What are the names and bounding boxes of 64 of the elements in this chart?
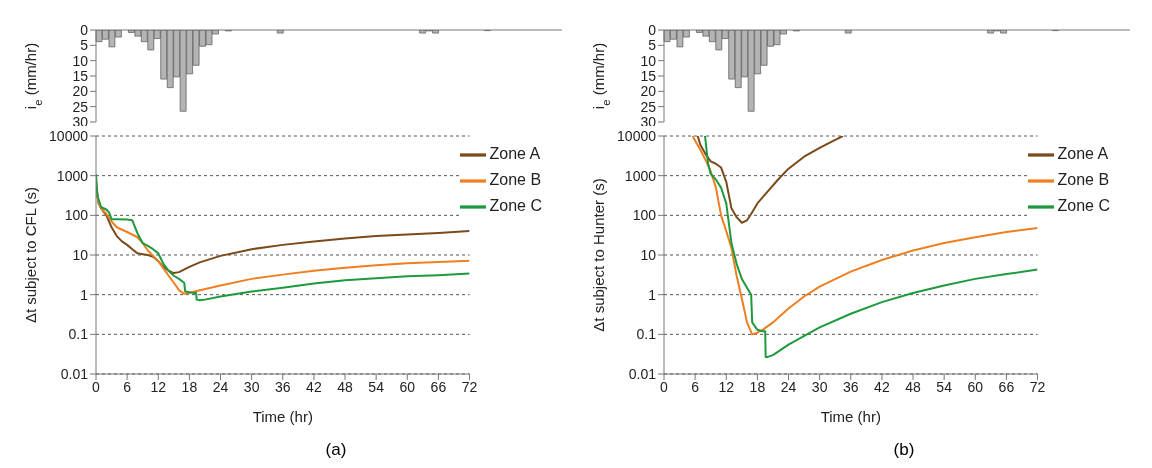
y-tick-label: 5 xyxy=(80,37,89,54)
y-tick-label: 20 xyxy=(640,83,657,100)
y-tick-label: 1 xyxy=(80,286,89,303)
x-axis-title: Time (hr) xyxy=(252,408,313,425)
x-tick-label: 30 xyxy=(811,378,828,395)
x-tick-label: 0 xyxy=(92,378,101,395)
y-tick-label: 15 xyxy=(72,67,89,84)
x-tick-label: 54 xyxy=(368,378,385,395)
text: (a) xyxy=(324,440,348,460)
legend-label: Zone B xyxy=(489,171,542,189)
y-tick-label: 10 xyxy=(72,246,89,263)
x-tick-label: 0 xyxy=(660,378,669,395)
x-tick-label: 72 xyxy=(1029,378,1046,395)
x-tick-label: 54 xyxy=(936,378,953,395)
y-tick-label: 1 xyxy=(648,286,657,303)
x-tick-label: 36 xyxy=(274,378,291,395)
x-tick-label: 36 xyxy=(842,378,859,395)
y-tick-label: 10 xyxy=(640,246,657,263)
legend-label: Zone C xyxy=(489,197,542,215)
x-tick-label: 12 xyxy=(718,378,735,395)
x-tick-label: 24 xyxy=(212,378,229,395)
y-tick-label: 0.1 xyxy=(68,326,89,343)
y-tick-label: 100 xyxy=(632,207,657,224)
legend-label: Zone C xyxy=(1057,197,1110,215)
y-tick-label: 5 xyxy=(648,37,657,54)
y-tick-label: 25 xyxy=(72,98,89,115)
x-tick-label: 42 xyxy=(306,378,322,395)
x-tick-label: 24 xyxy=(780,378,797,395)
x-tick-label: 18 xyxy=(749,378,766,395)
y-tick-label: 1000 xyxy=(624,167,657,184)
y-tick-label: 10000 xyxy=(617,127,657,144)
y-tick-label: 15 xyxy=(640,67,657,84)
y-axis-title: Δt subject to Hunter (s) xyxy=(590,178,607,332)
y-tick-label: 25 xyxy=(640,98,657,115)
x-tick-label: 42 xyxy=(874,378,890,395)
x-tick-label: 48 xyxy=(905,378,922,395)
legend-label: Zone A xyxy=(489,145,541,163)
y-tick-label: 100 xyxy=(64,207,89,224)
y-axis-title: Δt subject to CFL (s) xyxy=(22,186,39,324)
x-axis-title: Time (hr) xyxy=(820,408,881,425)
y-tick-label: 0 xyxy=(80,21,89,38)
x-tick-label: 60 xyxy=(967,378,984,395)
legend-label: Zone A xyxy=(1057,145,1109,163)
y-tick-label: 0.01 xyxy=(628,365,657,382)
x-tick-label: 18 xyxy=(181,378,198,395)
x-tick-label: 12 xyxy=(150,378,167,395)
y-tick-label: 0.01 xyxy=(60,365,89,382)
x-tick-label: 60 xyxy=(399,378,416,395)
y-tick-label: 0 xyxy=(648,21,657,38)
x-tick-label: 72 xyxy=(461,378,478,395)
x-tick-label: 66 xyxy=(998,378,1015,395)
x-tick-label: 30 xyxy=(243,378,260,395)
text: (b) xyxy=(892,440,916,460)
y-tick-label: 10000 xyxy=(49,127,89,144)
y-tick-label: 20 xyxy=(72,83,89,100)
y-tick-label: 0.1 xyxy=(636,326,657,343)
x-tick-label: 48 xyxy=(337,378,354,395)
y-tick-label: 10 xyxy=(640,52,657,69)
y-tick-label: 1000 xyxy=(56,167,89,184)
x-tick-label: 6 xyxy=(123,378,132,395)
y-tick-label: 10 xyxy=(72,52,89,69)
x-tick-label: 66 xyxy=(430,378,447,395)
legend-label: Zone B xyxy=(1057,171,1110,189)
x-tick-label: 6 xyxy=(691,378,700,395)
